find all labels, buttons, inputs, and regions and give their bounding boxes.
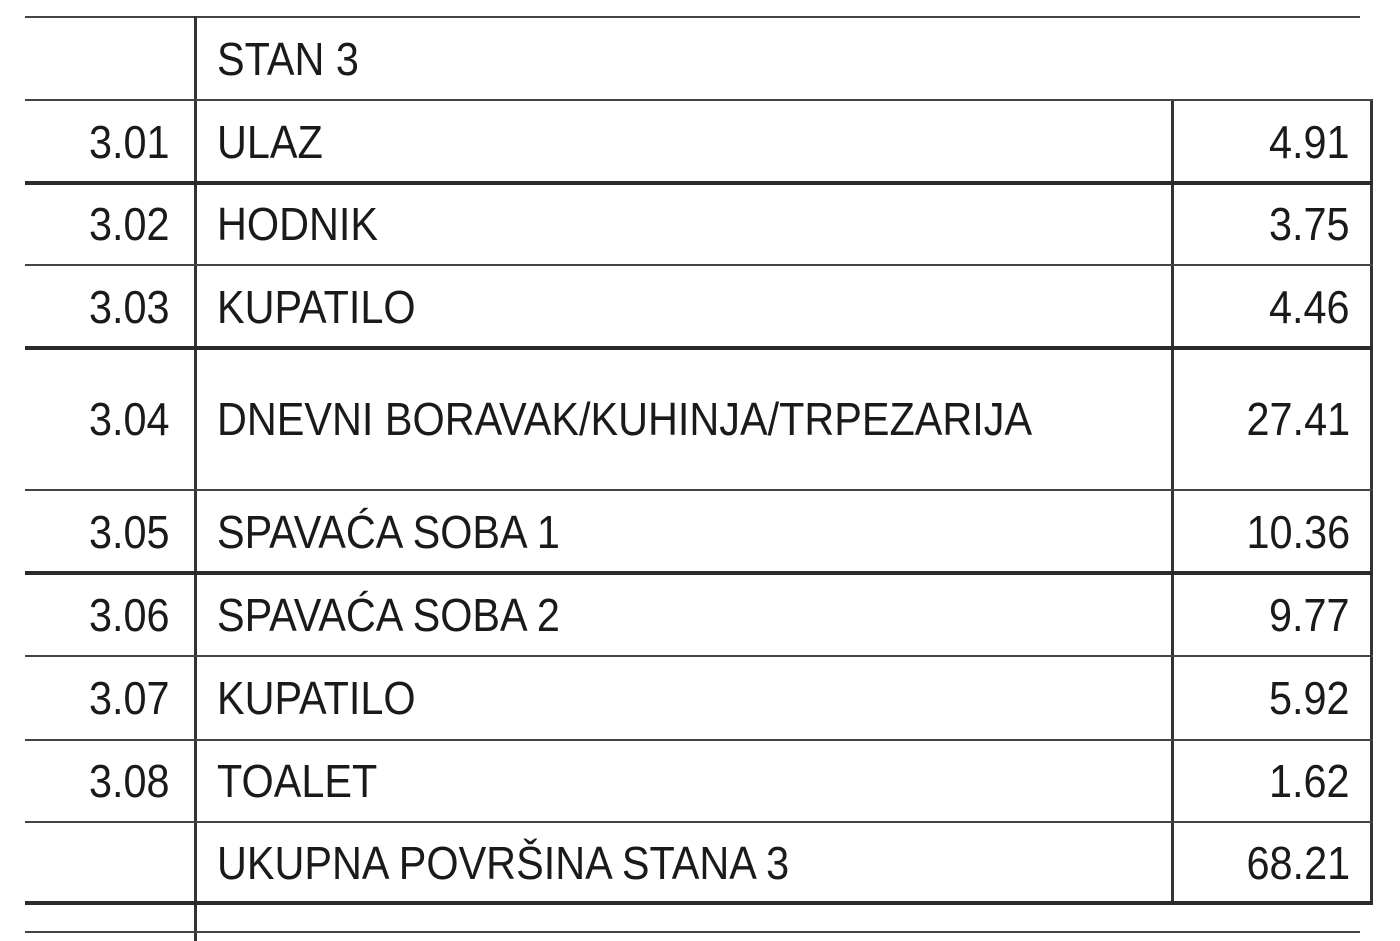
room-area-text: 3.75 bbox=[1269, 198, 1350, 250]
room-name-text: KUPATILO bbox=[217, 280, 416, 333]
room-number-text: 3.03 bbox=[89, 280, 170, 333]
room-name: HODNIK bbox=[217, 183, 396, 265]
room-name: ULAZ bbox=[217, 100, 335, 183]
row-divider bbox=[25, 181, 1373, 185]
room-name: DNEVNI BORAVAK/KUHINJA/TRPEZARIJA bbox=[217, 348, 1123, 490]
room-number: 3.05 bbox=[30, 490, 170, 573]
row-divider bbox=[25, 571, 1373, 575]
room-number: 3.01 bbox=[30, 100, 170, 183]
total-area-text: 68.21 bbox=[1246, 836, 1350, 889]
room-number: 3.07 bbox=[30, 656, 170, 740]
room-area: 27.41 bbox=[1180, 348, 1350, 490]
room-name-text: KUPATILO bbox=[217, 672, 416, 724]
room-area: 5.92 bbox=[1180, 656, 1350, 740]
total-area: 68.21 bbox=[1180, 822, 1350, 903]
room-area: 10.36 bbox=[1180, 490, 1350, 573]
room-area: 4.46 bbox=[1180, 265, 1350, 348]
row-divider bbox=[25, 99, 1373, 101]
table-title: STAN 3 bbox=[217, 33, 359, 85]
room-number-text: 3.01 bbox=[89, 115, 170, 168]
room-number-text: 3.04 bbox=[89, 393, 170, 445]
room-name: SPAVAĆA SOBA 1 bbox=[217, 490, 598, 573]
column-divider bbox=[1171, 100, 1174, 905]
room-area-text: 4.46 bbox=[1269, 280, 1350, 333]
room-area: 4.91 bbox=[1180, 100, 1350, 183]
row-divider bbox=[25, 821, 1373, 823]
row-divider bbox=[25, 739, 1373, 741]
room-area-text: 9.77 bbox=[1269, 588, 1350, 641]
room-number-text: 3.02 bbox=[89, 198, 170, 250]
room-number-text: 3.07 bbox=[89, 672, 170, 724]
room-name-text: DNEVNI BORAVAK/KUHINJA/TRPEZARIJA bbox=[217, 393, 1033, 445]
room-number: 3.06 bbox=[30, 573, 170, 656]
row-divider bbox=[25, 655, 1373, 657]
room-number: 3.04 bbox=[30, 348, 170, 490]
room-number-text: 3.06 bbox=[89, 588, 170, 641]
room-name: KUPATILO bbox=[217, 265, 438, 348]
room-area-text: 5.92 bbox=[1269, 672, 1350, 724]
room-area-text: 27.41 bbox=[1246, 393, 1350, 445]
room-area: 3.75 bbox=[1180, 183, 1350, 265]
room-area-text: 1.62 bbox=[1269, 755, 1350, 807]
table-border-top bbox=[25, 16, 1360, 18]
room-name-text: SPAVAĆA SOBA 1 bbox=[217, 505, 560, 558]
room-name-text: SPAVAĆA SOBA 2 bbox=[217, 588, 560, 641]
row-divider bbox=[25, 901, 1373, 905]
room-name-text: HODNIK bbox=[217, 198, 379, 250]
room-area-text: 4.91 bbox=[1269, 115, 1350, 168]
room-name-text: TOALET bbox=[217, 755, 378, 807]
room-name: KUPATILO bbox=[217, 656, 438, 740]
room-number: 3.03 bbox=[30, 265, 170, 348]
row-divider bbox=[25, 489, 1373, 491]
room-number-text: 3.05 bbox=[89, 505, 170, 558]
room-name-text: ULAZ bbox=[217, 115, 323, 168]
column-divider bbox=[194, 16, 197, 941]
room-name: TOALET bbox=[217, 740, 395, 822]
table-border-right bbox=[1370, 100, 1373, 905]
room-area: 9.77 bbox=[1180, 573, 1350, 656]
room-area-text: 10.36 bbox=[1246, 505, 1350, 558]
total-label-text: UKUPNA POVRŠINA STANA 3 bbox=[217, 836, 790, 889]
row-divider bbox=[25, 346, 1373, 350]
room-number: 3.02 bbox=[30, 183, 170, 265]
room-name: SPAVAĆA SOBA 2 bbox=[217, 573, 598, 656]
table-border-bottom bbox=[25, 931, 1360, 933]
total-label: UKUPNA POVRŠINA STANA 3 bbox=[217, 822, 853, 903]
room-area: 1.62 bbox=[1180, 740, 1350, 822]
room-number-text: 3.08 bbox=[89, 755, 170, 807]
row-divider bbox=[25, 264, 1373, 266]
room-number: 3.08 bbox=[30, 740, 170, 822]
